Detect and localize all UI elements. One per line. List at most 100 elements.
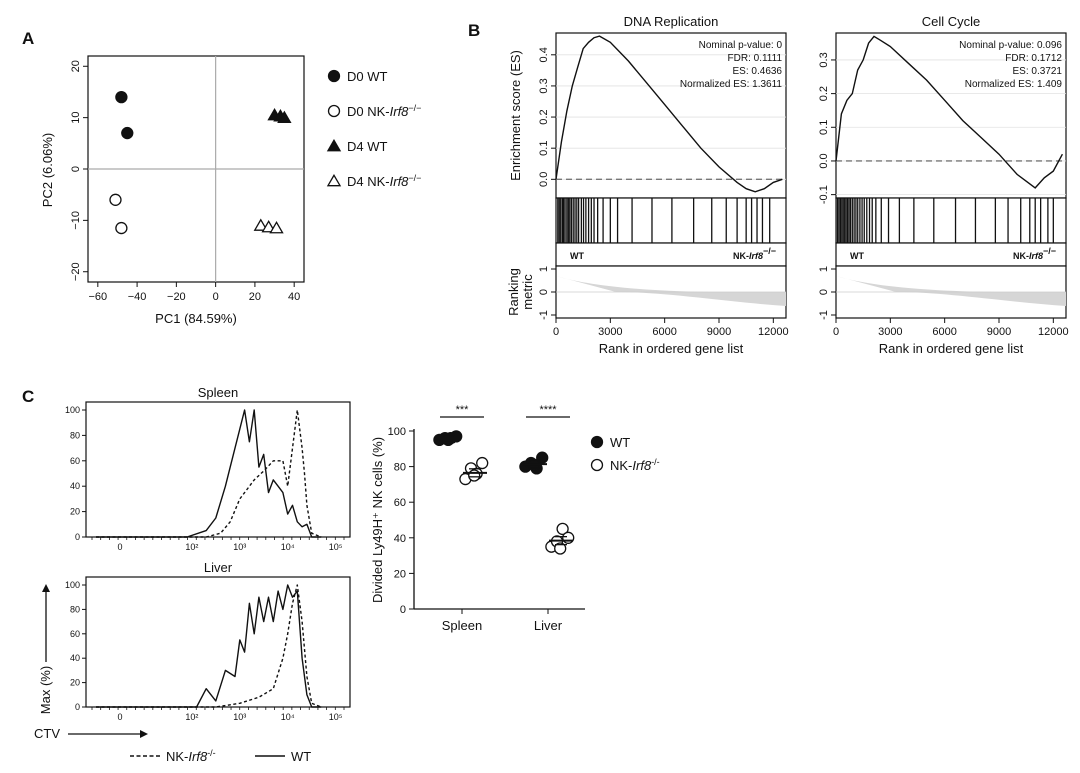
dots-ytick-label: 80 [394,462,406,474]
gsea-stat: FDR: 0.1712 [1005,53,1062,64]
gsea-rtick-label: 1 [538,266,550,272]
gsea-ytick-label: 0.2 [538,109,550,124]
hist-legend-label: WT [291,749,311,764]
hist-title: Spleen [198,385,238,400]
gsea-xtick-label: 6000 [932,326,956,338]
gsea-xtick-label: 6000 [652,326,676,338]
gsea-es-curve [835,35,1064,189]
dots-ytick-label: 20 [394,568,406,580]
gsea-xtick-label: 12000 [1038,326,1069,338]
pca-xtick-label: 40 [288,291,300,303]
hist-xtick-label: 10³ [233,712,246,722]
dots-sig-label: *** [456,404,470,416]
hist-xlabel: CTV [34,726,60,741]
hist-ytick-label: 100 [65,405,80,415]
gsea-stat: Nominal p-value: 0 [699,40,783,51]
hist-title: Liver [204,560,233,575]
dots-ytick-label: 40 [394,533,406,545]
dots-ytick-label: 0 [400,604,406,616]
pca-legend-label: D0 WT [347,69,388,84]
histogram-legend: NK-Irf8-/- WT [130,748,311,764]
hist-ytick-label: 40 [70,653,80,663]
pca-ytick-label: −20 [70,262,82,281]
gsea-ytick-label: 0.1 [818,120,830,135]
hist-xtick-label: 0 [117,542,122,552]
dots-ko-point [562,531,575,544]
pca-xtick-label: −40 [128,291,147,303]
hist-xtick-label: 10³ [233,542,246,552]
gsea-group-left: WT [570,251,584,261]
hist-ytick-label: 40 [70,481,80,491]
gsea-group-right: NK-Irf8−/− [733,246,776,261]
gsea-ranking-label: Rankingmetric [506,268,535,316]
pca-xlabel: PC1 (84.59%) [155,311,237,326]
pca-ytick-label: 10 [70,112,82,124]
gsea-xtick-label: 12000 [758,326,789,338]
pca-ytick-label: −10 [70,211,82,230]
dots-legend-label: WT [610,435,630,450]
gsea-stat: ES: 0.3721 [1013,66,1063,77]
dots-legend-label: NK-Irf8-/- [610,457,660,473]
gsea-ytick-label: 0.3 [818,52,830,67]
hist-ytick-label: 80 [70,604,80,614]
pca-point [115,90,128,104]
gsea-xtick-label: 0 [833,326,839,338]
hist-frame [85,576,351,708]
pca-ytick-label: 0 [70,166,82,172]
gsea-es-curve [555,35,783,193]
pca-legend-label: D4 NK-Irf8−/− [347,173,421,189]
pca-xtick-label: −20 [167,291,186,303]
pca-legend-marker [326,138,342,152]
dots-ytick-label: 100 [388,426,406,438]
dots-sig-label: **** [539,404,557,416]
gsea-ytick-label: 0.3 [538,78,550,93]
gsea-xtick-label: 9000 [707,326,731,338]
hist-ytick-label: 0 [75,532,80,542]
gsea-xlabel: Rank in ordered gene list [879,341,1024,356]
dots-wt-point [442,433,455,447]
gsea-ytick-label: 0.2 [818,86,830,101]
hist-wt-line [96,409,322,538]
gsea-rtick-label: -1 [538,310,550,320]
hist-wt-line [96,584,322,708]
gsea-xlabel: Rank in ordered gene list [599,341,744,356]
gsea-rtick-label: -1 [818,310,830,320]
hist-xtick-label: 0 [117,712,122,722]
pca-point [115,221,128,235]
hist-ko-line [96,409,322,538]
gsea-ylabel: Enrichment score (ES) [508,50,523,181]
gsea-group-left: WT [850,251,864,261]
pca-legend-label: D4 WT [347,139,388,154]
gsea-xtick-label: 0 [553,326,559,338]
gsea-stat: Nominal p-value: 0.096 [959,40,1062,51]
panel-label-a: A [22,29,34,48]
gsea-cell-cycle: Cell Cycle 0.3 0.2 0.1 0.0 -0.1 Nominal p-valu… [818,14,1069,356]
hist-xtick-label: 10⁴ [281,712,295,722]
dots-ko-point [554,542,567,555]
panel-label-c: C [22,387,34,406]
gsea-rtick-label: 1 [818,266,830,272]
hist-ytick-label: 60 [70,456,80,466]
hist-frame [85,401,351,538]
hist-ytick-label: 80 [70,430,80,440]
histogram-spleen: Spleen 100 80 60 40 20 0 0 10² 10³ 10⁴ 10⁵ [65,385,351,552]
pca-point [269,221,284,234]
dots-ytick-label: 60 [394,497,406,509]
dots-ko-point [556,522,569,536]
hist-x-arrowhead [140,730,148,738]
dots-category-label: Liver [534,618,563,633]
pca-point [261,219,276,233]
pca-legend-marker [327,104,341,118]
dots-ko-point [468,469,481,482]
gsea-xtick-label: 3000 [878,326,902,338]
gsea-xtick-label: 3000 [598,326,622,338]
pca-legend-marker [327,69,341,83]
pca-xtick-label: 20 [249,291,261,303]
hist-xtick-label: 10⁵ [329,542,343,552]
gsea-ytick-label: 0.0 [538,172,550,187]
gsea-rtick-label: 0 [818,289,830,295]
hist-xtick-label: 10² [185,712,198,722]
panel-label-b: B [468,21,480,40]
gsea-stat: FDR: 0.1111 [728,53,783,64]
